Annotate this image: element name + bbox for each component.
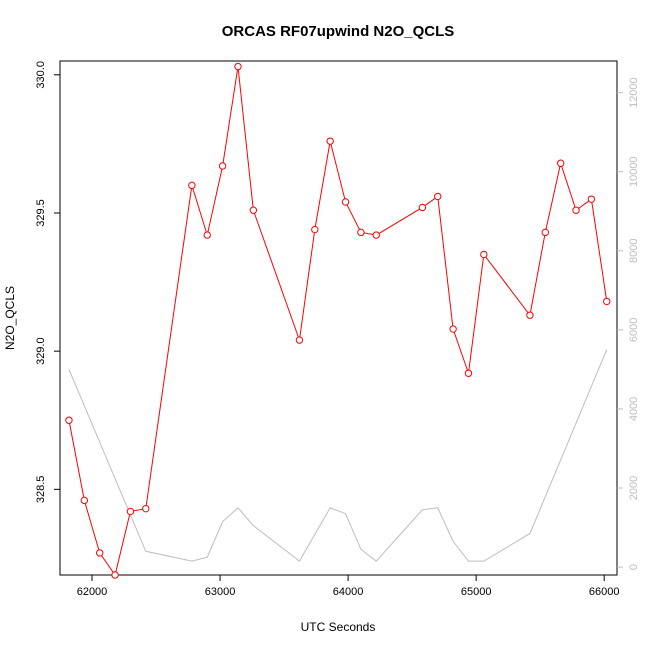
data-point	[449, 325, 457, 333]
chart-title: ORCAS RF07upwind N2O_QCLS	[222, 23, 455, 40]
series-line-right	[68, 349, 608, 562]
data-point	[80, 496, 89, 505]
data-point	[234, 62, 242, 71]
x-tick-label: 63000	[205, 586, 236, 598]
y2-tick-label: 10000	[628, 156, 640, 187]
data-point	[218, 162, 227, 170]
data-point	[295, 336, 304, 344]
data-point	[65, 416, 73, 424]
data-point	[480, 250, 488, 259]
x-axis-label: UTC Seconds	[301, 620, 376, 634]
data-point	[311, 225, 319, 234]
y2-tick-label: 4000	[628, 397, 640, 421]
x-tick-label: 62000	[77, 586, 108, 598]
y-tick-label: 329.0	[35, 337, 47, 365]
data-point	[372, 231, 380, 239]
x-axis: 62000 63000 64000 65000 66000	[77, 575, 620, 598]
y2-tick-label: 12000	[628, 77, 640, 108]
y2-tick-label: 8000	[628, 239, 640, 263]
y-axis-left: 328.5 329.0 329.5 330.0	[35, 61, 60, 503]
data-point	[326, 137, 334, 145]
data-point	[126, 507, 135, 516]
data-point	[587, 195, 596, 203]
data-point	[556, 159, 565, 167]
data-point	[603, 297, 611, 306]
y-tick-label: 328.5	[35, 476, 47, 504]
data-point	[142, 504, 150, 513]
series-layer	[65, 62, 611, 579]
x-tick-label: 64000	[333, 586, 364, 598]
y-axis-label: N2O_QCLS	[3, 286, 17, 350]
data-point	[572, 206, 580, 214]
data-point	[526, 311, 534, 319]
x-tick-label: 66000	[589, 586, 620, 598]
y-tick-label: 330.0	[35, 61, 47, 89]
x-tick-label: 65000	[461, 586, 492, 598]
y-tick-label: 329.5	[35, 199, 47, 227]
data-point	[341, 198, 350, 206]
data-point	[434, 192, 442, 201]
data-point	[188, 181, 196, 190]
data-point	[95, 549, 104, 557]
data-point	[111, 571, 119, 579]
y-axis-right: 0 2000 4000 6000 8000 10000 12000	[617, 77, 640, 570]
data-point	[541, 228, 549, 237]
data-point	[464, 369, 473, 377]
y2-tick-label: 6000	[628, 318, 640, 342]
series-line-left	[68, 66, 608, 577]
data-point	[418, 203, 427, 212]
data-point	[357, 228, 365, 237]
data-point	[249, 206, 258, 214]
y2-tick-label: 2000	[628, 476, 640, 500]
y2-tick-label: 0	[628, 564, 640, 570]
plot-frame	[59, 60, 618, 576]
data-point	[203, 231, 211, 239]
